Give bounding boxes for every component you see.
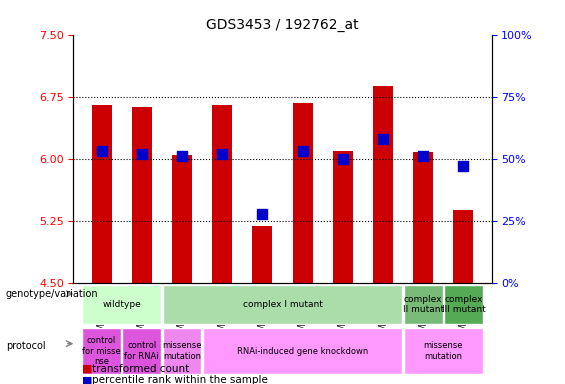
Point — [258, 210, 267, 217]
Bar — [132, 108, 152, 283]
Text: transformed count: transformed count — [92, 364, 189, 374]
FancyBboxPatch shape — [82, 285, 161, 324]
Bar — [373, 86, 393, 283]
Point — [338, 156, 347, 162]
FancyBboxPatch shape — [203, 328, 402, 374]
Text: control
for misse
nse: control for misse nse — [82, 336, 121, 366]
FancyBboxPatch shape — [163, 285, 402, 324]
FancyBboxPatch shape — [163, 328, 201, 374]
Text: protocol: protocol — [6, 341, 45, 351]
Text: complex I mutant: complex I mutant — [242, 300, 323, 309]
Text: RNAi-induced gene knockdown: RNAi-induced gene knockdown — [237, 347, 368, 356]
Text: missense
mutation: missense mutation — [162, 341, 202, 361]
Point — [459, 163, 468, 169]
Text: complex
II mutant: complex II mutant — [403, 295, 444, 314]
Point — [177, 153, 186, 159]
Bar — [293, 103, 312, 283]
FancyBboxPatch shape — [82, 328, 121, 374]
Text: missense
mutation: missense mutation — [424, 341, 463, 361]
Bar — [333, 151, 353, 283]
FancyBboxPatch shape — [123, 328, 161, 374]
Text: percentile rank within the sample: percentile rank within the sample — [92, 375, 267, 384]
Text: control
for RNAi: control for RNAi — [124, 341, 159, 361]
Text: complex
III mutant: complex III mutant — [441, 295, 485, 314]
Text: ■: ■ — [82, 364, 93, 374]
Bar — [172, 155, 192, 283]
Bar — [413, 152, 433, 283]
Point — [379, 136, 388, 142]
Bar — [92, 105, 112, 283]
Point — [97, 148, 106, 154]
Text: genotype/variation: genotype/variation — [6, 289, 98, 299]
FancyBboxPatch shape — [404, 328, 483, 374]
FancyBboxPatch shape — [444, 285, 483, 324]
Point — [218, 151, 227, 157]
Text: ■: ■ — [82, 375, 93, 384]
Title: GDS3453 / 192762_at: GDS3453 / 192762_at — [206, 18, 359, 32]
FancyBboxPatch shape — [404, 285, 442, 324]
Bar — [212, 105, 232, 283]
Point — [137, 151, 146, 157]
Bar — [453, 210, 473, 283]
Point — [419, 153, 428, 159]
Bar — [253, 226, 272, 283]
Point — [298, 148, 307, 154]
Text: wildtype: wildtype — [102, 300, 141, 309]
